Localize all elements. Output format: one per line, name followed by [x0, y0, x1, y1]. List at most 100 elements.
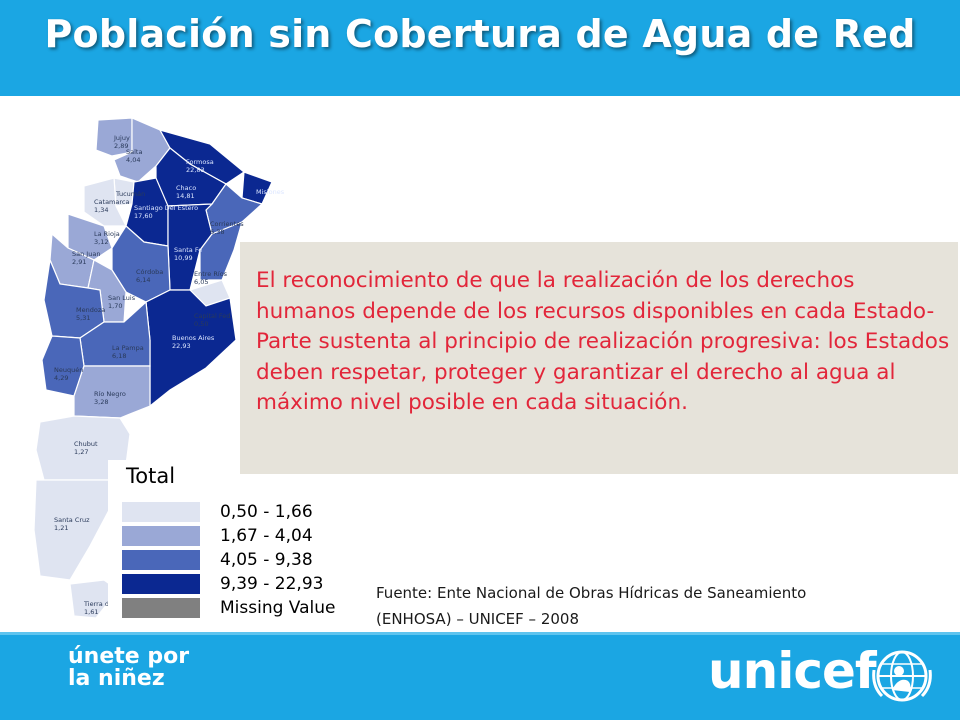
province-name: Entre Ríos — [194, 270, 228, 278]
province-label-san-luis: San Luis 1,70 — [108, 294, 135, 310]
province-value: 17,60 — [134, 212, 153, 220]
province-label-santa-fe: Santa Fe 10,99 — [174, 246, 202, 262]
legend-item: 1,67 - 4,04 — [122, 524, 352, 546]
province-name: Mendoza — [76, 306, 106, 314]
province-value: 4,04 — [126, 156, 141, 164]
province-name: Tucumán — [116, 190, 146, 198]
map-legend: Total 0,50 - 1,66 1,67 - 4,04 4,05 - 9,3… — [108, 460, 348, 632]
quote-callout: El reconocimiento de que la realización … — [240, 242, 958, 474]
province-label-neuquen: Neuquén 4,29 — [54, 366, 83, 382]
province-name: La Rioja — [94, 230, 120, 238]
province-label-santa-cruz: Santa Cruz 1,21 — [54, 516, 90, 532]
province-value: 6,14 — [136, 276, 151, 284]
argentina-map: Jujuy 2,89 Salta 4,04 Formosa 22,83 Chaco 14,81… — [0, 100, 300, 630]
province-value: 0,50 — [194, 320, 209, 328]
province-tierra-del-fuego — [69, 579, 119, 619]
province-value: 1,34 — [94, 206, 109, 214]
province-value: 2,89 — [114, 142, 129, 150]
province-name: Córdoba — [136, 268, 164, 276]
province-label-chubut: Chubut 1,27 — [74, 440, 98, 456]
province-value: 1,27 — [74, 448, 89, 456]
province-name: Chubut — [74, 440, 98, 448]
legend-swatch — [122, 526, 200, 546]
province-value: 6,05 — [194, 278, 209, 286]
legend-item: 0,50 - 1,66 — [122, 500, 352, 522]
province-label-santiago-del-estero: Santiago Del Estero 17,60 — [134, 204, 198, 220]
province-label-la-pampa: La Pampa 6,18 — [112, 344, 144, 360]
legend-label: Missing Value — [220, 598, 336, 618]
legend-swatch — [122, 550, 200, 570]
province-label-mendoza: Mendoza 5,31 — [76, 306, 105, 322]
page-title: Población sin Cobertura de Agua de Red — [44, 12, 916, 56]
province-value: 22,93 — [172, 342, 191, 350]
province-value: 1,70 — [108, 302, 123, 310]
province-name: Formosa — [186, 158, 214, 166]
province-label-corrientes: Corrientes 6,38 — [210, 220, 244, 236]
province-label-entre-rios: Entre Ríos 6,05 — [194, 270, 227, 286]
province-value: 2,91 — [72, 258, 87, 266]
province-label-tucuman: Tucumán — [116, 190, 145, 198]
source-citation: Fuente: Ente Nacional de Obras Hídricas … — [376, 580, 956, 632]
legend-swatch — [122, 574, 200, 594]
legend-label: 1,67 - 4,04 — [220, 526, 313, 546]
header-bar: Población sin Cobertura de Agua de Red — [0, 0, 960, 96]
province-value: 6,38 — [210, 228, 225, 236]
province-value: 6,18 — [112, 352, 127, 360]
province-value: 5,31 — [76, 314, 91, 322]
province-name: San Juan — [72, 250, 101, 258]
footer-bar: únete por la niñez unicef — [0, 632, 960, 720]
unicef-logo-text: unicef — [708, 642, 877, 700]
province-name: Jujuy — [114, 134, 130, 142]
province-name: Salta — [126, 148, 143, 156]
legend-item: 9,39 - 22,93 — [122, 572, 352, 594]
province-value: 1,61 — [84, 608, 99, 616]
province-label-jujuy: Jujuy 2,89 — [114, 134, 130, 150]
legend-label: 0,50 - 1,66 — [220, 502, 313, 522]
slogan-line-1: únete por — [68, 644, 190, 669]
province-label-catamarca: Catamarca 1,34 — [94, 198, 129, 214]
province-value: 3,28 — [94, 398, 109, 406]
map-graphic — [33, 117, 273, 619]
legend-item: 4,05 - 9,38 — [122, 548, 352, 570]
province-value: 10,99 — [174, 254, 193, 262]
province-name: Neuquén — [54, 366, 84, 374]
province-value: 1,21 — [54, 524, 69, 532]
province-name: Santa Fe — [174, 246, 203, 254]
province-label-san-juan: San Juan 2,91 — [72, 250, 100, 266]
province-name: Río Negro — [94, 390, 126, 398]
province-label-formosa: Formosa 22,83 — [186, 158, 214, 174]
province-jujuy — [95, 117, 133, 157]
legend-title: Total — [126, 464, 176, 488]
province-name: Chaco — [176, 184, 197, 192]
legend-label: 9,39 - 22,93 — [220, 574, 324, 594]
province-label-misiones: Misiones — [256, 188, 284, 196]
province-label-buenos-aires: Buenos Aires 22,93 — [172, 334, 214, 350]
footer-divider — [0, 632, 960, 635]
province-label-cordoba: Córdoba 6,14 — [136, 268, 163, 284]
province-name: Santiago Del Estero — [134, 204, 199, 212]
province-name: La Pampa — [112, 344, 144, 352]
slogan: únete por la niñez — [68, 646, 189, 690]
province-label-salta: Salta 4,04 — [126, 148, 142, 164]
province-value: 14,81 — [176, 192, 195, 200]
province-label-chaco: Chaco 14,81 — [176, 184, 196, 200]
province-label-rio-negro: Río Negro 3,28 — [94, 390, 126, 406]
province-name: Corrientes — [210, 220, 244, 228]
province-name: Misiones — [256, 188, 285, 196]
legend-swatch — [122, 598, 200, 618]
province-name: Santa Cruz — [54, 516, 90, 524]
source-line-1: Fuente: Ente Nacional de Obras Hídricas … — [376, 584, 807, 602]
unicef-emblem-icon — [872, 650, 932, 702]
slogan-line-2: la niñez — [68, 666, 165, 691]
province-value: 3,12 — [94, 238, 109, 246]
legend-swatch — [122, 502, 200, 522]
province-name: Catamarca — [94, 198, 130, 206]
source-line-2: (ENHOSA) – UNICEF – 2008 — [376, 610, 579, 628]
province-label-la-rioja: La Rioja 3,12 — [94, 230, 120, 246]
province-value: 4,29 — [54, 374, 69, 382]
province-name: San Luis — [108, 294, 136, 302]
province-name: Capital Fed. — [194, 312, 233, 320]
quote-text: El reconocimiento de que la realización … — [256, 268, 950, 415]
province-la-rioja — [67, 213, 113, 261]
legend-item: Missing Value — [122, 596, 352, 618]
